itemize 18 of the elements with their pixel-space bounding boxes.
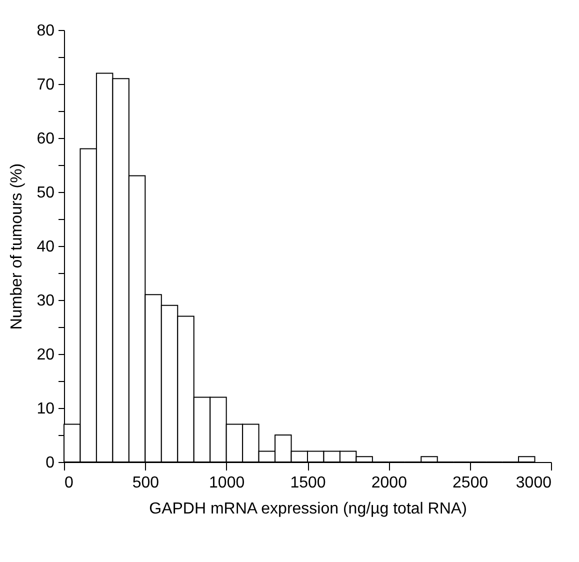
x-tick-label: 1500 [290, 474, 326, 492]
y-tick-label: 50 [36, 184, 55, 202]
y-tick-label: 20 [36, 346, 55, 364]
x-tick-label: 500 [132, 474, 160, 492]
x-tick-label: 3000 [516, 474, 552, 492]
y-tick-label: 10 [36, 400, 55, 418]
y-tick-label: 40 [36, 238, 55, 256]
y-axis-title: Number of tumours (%) [8, 163, 26, 330]
x-axis-title: GAPDH mRNA expression (ng/µg total RNA) [149, 500, 467, 518]
x-tick-label: 2000 [371, 474, 408, 492]
x-tick-label: 1000 [209, 474, 245, 492]
y-tick-label: 0 [46, 454, 55, 472]
y-tick-label: 30 [36, 292, 55, 310]
y-tick-label: 70 [36, 76, 55, 94]
y-tick-label: 80 [36, 22, 55, 40]
x-tick-label: 0 [64, 474, 74, 492]
y-tick-label: 60 [36, 130, 55, 148]
x-tick-label: 2500 [452, 474, 488, 492]
